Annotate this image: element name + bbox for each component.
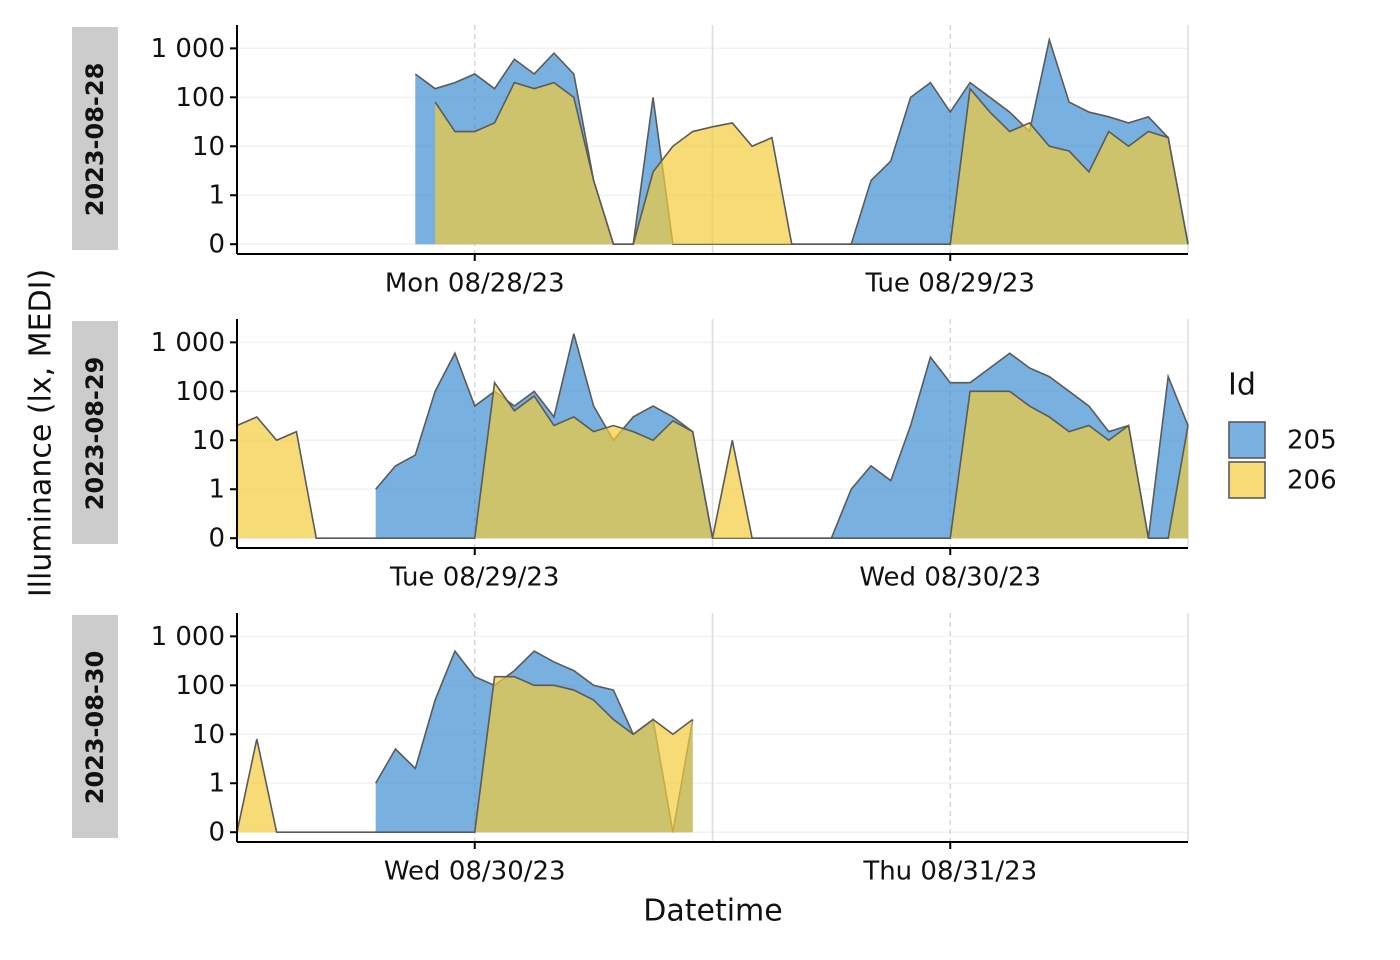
legend-label: 206: [1287, 466, 1337, 496]
y-tick-label: 1 000: [151, 34, 225, 64]
area: [435, 82, 1188, 245]
y-tick-label: 1 000: [151, 622, 225, 652]
strip-label: 2023-08-29: [81, 357, 109, 511]
strip-background: [72, 321, 118, 544]
y-tick-label: 10: [192, 426, 225, 456]
y-tick-label: 0: [208, 818, 225, 848]
legend-title: Id: [1228, 368, 1256, 403]
area-outline: [434, 81, 1189, 246]
area: [237, 676, 693, 833]
x-tick-label: Tue 08/29/23: [865, 269, 1035, 299]
x-tick-label: Wed 08/30/23: [384, 857, 566, 887]
y-tick-label: 1: [208, 475, 225, 505]
x-axis-title: Datetime: [643, 894, 782, 929]
y-tick-label: 100: [175, 671, 225, 701]
y-tick-label: 10: [192, 720, 225, 750]
x-tick-label: Tue 08/29/23: [389, 563, 559, 593]
y-axis-title: Illuminance (lx, MEDI): [24, 269, 59, 597]
legend-label: 205: [1287, 426, 1337, 456]
y-tick-label: 1: [208, 769, 225, 799]
strip-label: 2023-08-30: [81, 651, 109, 805]
x-tick-label: Mon 08/28/23: [385, 269, 565, 299]
y-tick-label: 0: [208, 524, 225, 554]
x-tick-label: Thu 08/31/23: [862, 857, 1037, 887]
legend-key: [1228, 421, 1266, 459]
area: [237, 382, 1188, 539]
legend-key: [1228, 461, 1266, 499]
y-tick-label: 0: [208, 230, 225, 260]
strip-label: 2023-08-28: [81, 63, 109, 217]
strip-background: [72, 27, 118, 250]
y-tick-label: 1: [208, 181, 225, 211]
y-tick-label: 100: [175, 377, 225, 407]
strip-background: [72, 615, 118, 838]
x-tick-label: Wed 08/30/23: [859, 563, 1041, 593]
y-tick-label: 100: [175, 83, 225, 113]
y-tick-label: 1 000: [151, 328, 225, 358]
y-tick-label: 10: [192, 132, 225, 162]
area-outline: [236, 380, 1189, 540]
area-outline: [236, 675, 694, 834]
